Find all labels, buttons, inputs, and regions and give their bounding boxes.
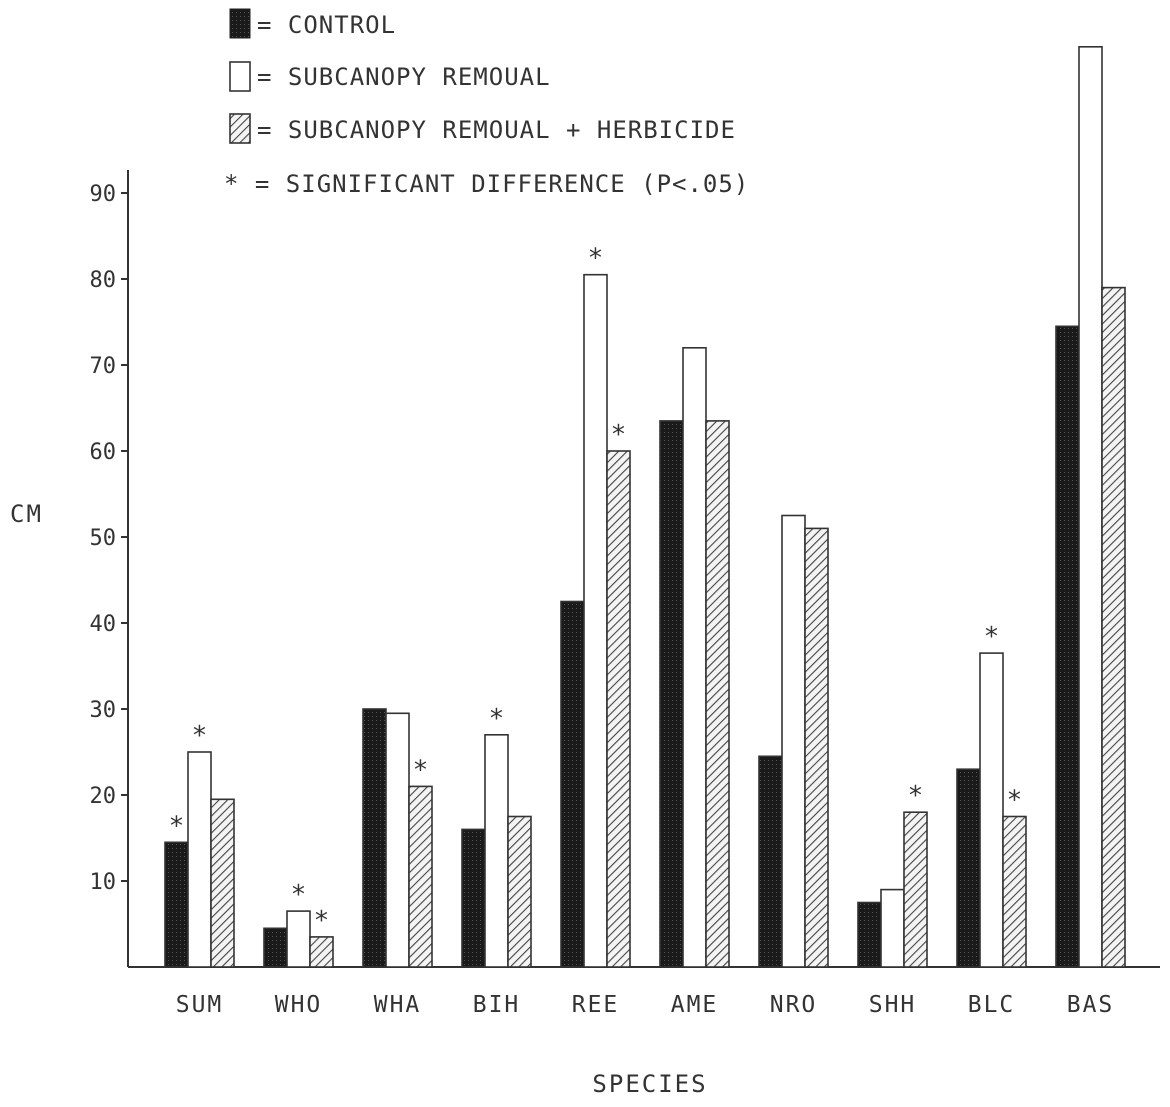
y-tick-label: 30: [90, 698, 117, 723]
bar-hatched-ree: [606, 450, 631, 968]
bar-white-bas: [1078, 45, 1103, 968]
bar-dark-bih: [461, 828, 486, 968]
significance-star: *: [413, 755, 429, 785]
significance-star: *: [489, 704, 505, 734]
legend-label-subcanopy-removal: = SUBCANOPY REMOUAL: [257, 63, 551, 91]
bars: [164, 45, 1126, 968]
significance-star: *: [908, 781, 924, 811]
bar-dark-wha: [362, 708, 387, 968]
x-tick-label-nro: NRO: [770, 992, 818, 1018]
bar-hatched-sum: [210, 798, 235, 968]
x-tick-label-wha: WHA: [374, 992, 422, 1018]
x-tick-label-bas: BAS: [1067, 992, 1115, 1018]
bar-dark-ree: [560, 600, 585, 968]
legend-label-control: = CONTROL: [257, 11, 396, 39]
legend-entry-subcanopy-removal: = SUBCANOPY REMOUAL: [229, 61, 551, 92]
legend-entry-control: = CONTROL: [229, 8, 396, 39]
x-tick-label-sum: SUM: [176, 992, 224, 1018]
bar-dark-blc: [956, 768, 981, 968]
significance-markers: ***********: [169, 244, 1023, 936]
significance-star: *: [192, 721, 208, 751]
legend-swatch-control: [229, 8, 251, 39]
legend-label-subcanopy-removal-herbicide: = SUBCANOPY REMOUAL + HERBICIDE: [257, 116, 736, 144]
bar-hatched-bih: [507, 815, 532, 968]
y-tick-label: 80: [90, 268, 117, 293]
bar-dark-shh: [857, 901, 882, 968]
bar-hatched-blc: [1002, 815, 1027, 968]
y-tick-label: 70: [90, 354, 117, 379]
bar-hatched-shh: [903, 811, 928, 968]
bar-hatched-bas: [1101, 286, 1126, 968]
x-tick-label-ree: REE: [572, 992, 620, 1018]
x-tick-label-who: WHO: [275, 992, 323, 1018]
bar-dark-nro: [758, 755, 783, 968]
legend-entry-subcanopy-removal-herbicide: = SUBCANOPY REMOUAL + HERBICIDE: [229, 113, 736, 144]
legend-swatch-subcanopy-removal-herbicide: [229, 113, 251, 144]
significance-star: *: [169, 811, 185, 841]
bar-white-who: [286, 910, 311, 968]
significance-star: *: [1007, 786, 1023, 816]
legend-label-significance: * = SIGNIFICANT DIFFERENCE (P<.05): [224, 170, 749, 198]
y-tick-label: 60: [90, 440, 117, 465]
x-tick-label-ame: AME: [671, 992, 719, 1018]
bar-hatched-who: [309, 936, 334, 968]
bar-dark-bas: [1055, 325, 1080, 968]
bar-white-sum: [187, 751, 212, 968]
significance-star: *: [291, 880, 307, 910]
bar-white-shh: [880, 888, 905, 968]
y-tick-label: 90: [90, 182, 117, 207]
significance-star: *: [588, 244, 604, 274]
x-tick-labels: SUM WHO WHA BIH REE AME NRO SHH BLC BAS: [176, 992, 1115, 1018]
bar-hatched-nro: [804, 527, 829, 968]
bar-dark-ame: [659, 420, 684, 968]
bar-white-ree: [583, 273, 608, 968]
y-tick-label: 40: [90, 612, 117, 637]
y-tick-label: 10: [90, 870, 117, 895]
bar-white-wha: [385, 712, 410, 968]
y-tick-label: 50: [90, 526, 117, 551]
bar-dark-who: [263, 927, 288, 968]
x-tick-label-blc: BLC: [968, 992, 1016, 1018]
legend: = CONTROL = SUBCANOPY REMOUAL = SUBCANOP…: [224, 8, 749, 198]
significance-star: *: [314, 906, 330, 936]
bar-white-ame: [682, 346, 707, 968]
legend-entry-significance: * = SIGNIFICANT DIFFERENCE (P<.05): [224, 170, 749, 198]
x-tick-label-bih: BIH: [473, 992, 521, 1018]
bar-white-bih: [484, 733, 509, 968]
bar-hatched-ame: [705, 420, 730, 968]
significance-star: *: [984, 622, 1000, 652]
significance-star: *: [611, 420, 627, 450]
bar-white-blc: [979, 652, 1004, 968]
bar-hatched-wha: [408, 785, 433, 968]
bar-white-nro: [781, 514, 806, 968]
x-axis-title: SPECIES: [592, 1070, 707, 1098]
y-ticks: 10 20 30 40 50 60 70 80 90: [90, 182, 128, 895]
x-tick-label-shh: SHH: [869, 992, 917, 1018]
bar-dark-sum: [164, 841, 189, 968]
y-tick-label: 20: [90, 784, 117, 809]
legend-swatch-subcanopy-removal: [229, 61, 251, 92]
y-axis-title: CM: [10, 500, 43, 528]
